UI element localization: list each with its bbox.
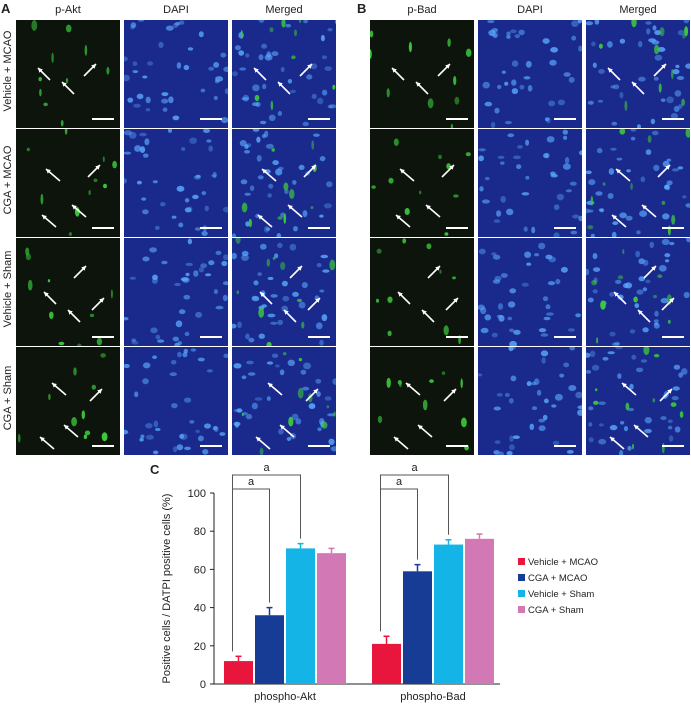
category-label: phospho-Bad xyxy=(400,691,465,703)
micrograph-tile xyxy=(370,129,474,237)
y-tick-label: 60 xyxy=(194,564,206,576)
micrograph-tile xyxy=(124,129,228,237)
y-tick-label: 40 xyxy=(194,603,206,615)
category-label: phospho-Akt xyxy=(254,691,316,703)
legend-swatch xyxy=(518,558,525,565)
panel-b-col-pbad: p-Bad xyxy=(407,4,437,16)
micrograph-tile xyxy=(478,129,582,237)
significance-label: a xyxy=(396,476,403,488)
scale-bar xyxy=(446,336,468,338)
scale-bar xyxy=(200,336,222,338)
panel-b-letter: B xyxy=(357,1,367,16)
micrograph-tile xyxy=(232,20,336,128)
scale-bar xyxy=(92,118,114,120)
scale-bar xyxy=(200,227,222,229)
bar xyxy=(286,548,315,684)
significance-label: a xyxy=(411,462,418,474)
panel-a-col-dapi: DAPI xyxy=(163,4,189,16)
scale-bar xyxy=(662,227,684,229)
micrograph-tile xyxy=(478,347,582,455)
y-tick-label: 0 xyxy=(200,679,206,691)
scale-bar xyxy=(662,336,684,338)
scale-bar xyxy=(92,445,114,447)
micrograph-tile xyxy=(586,20,690,128)
panel-a-col-pakt: p-Akt xyxy=(55,4,81,16)
panel-b-col-dapi: DAPI xyxy=(517,4,543,16)
scale-bar xyxy=(308,336,330,338)
scale-bar xyxy=(446,445,468,447)
scale-bar xyxy=(92,336,114,338)
y-tick-label: 80 xyxy=(194,526,206,538)
panel-c-letter: C xyxy=(150,462,160,477)
scale-bar xyxy=(662,118,684,120)
micrograph-tile xyxy=(478,238,582,346)
micrograph-tile xyxy=(16,20,120,128)
y-tick-label: 20 xyxy=(194,641,206,653)
micrograph-tile xyxy=(232,129,336,237)
micrograph-tile xyxy=(586,347,690,455)
bar xyxy=(403,571,432,684)
micrograph-tile xyxy=(232,238,336,346)
micrograph-tile xyxy=(124,347,228,455)
micrograph-tile xyxy=(370,20,474,128)
micrograph-tile xyxy=(124,238,228,346)
micrograph-tile xyxy=(478,20,582,128)
legend-swatch xyxy=(518,606,525,613)
significance-bracket xyxy=(380,474,449,632)
legend-label: CGA + MCAO xyxy=(528,573,587,584)
micrograph-tile xyxy=(16,129,120,237)
panel-a-letter: A xyxy=(1,1,11,16)
scale-bar xyxy=(554,227,576,229)
scale-bar xyxy=(554,336,576,338)
micrograph-tile xyxy=(124,20,228,128)
scale-bar xyxy=(554,445,576,447)
scale-bar xyxy=(446,227,468,229)
legend-swatch xyxy=(518,590,525,597)
scale-bar xyxy=(92,227,114,229)
y-axis-label: Positive cells / DATPI positive cells (%… xyxy=(161,494,173,684)
scale-bar xyxy=(200,445,222,447)
micrograph-tile xyxy=(370,347,474,455)
bar xyxy=(317,553,346,684)
scale-bar xyxy=(662,445,684,447)
panel-a-col-merged: Merged xyxy=(265,4,303,16)
bar xyxy=(255,615,284,684)
micrograph-tile xyxy=(16,238,120,346)
significance-label: a xyxy=(263,462,270,474)
legend-swatch xyxy=(518,574,525,581)
micrograph-tile xyxy=(232,347,336,455)
scale-bar xyxy=(200,118,222,120)
bar xyxy=(372,643,401,684)
panel-b-col-merged: Merged xyxy=(619,4,657,16)
micrograph-tile xyxy=(586,238,690,346)
micrograph-tile xyxy=(370,238,474,346)
scale-bar xyxy=(446,118,468,120)
legend-label: Vehicle + MCAO xyxy=(528,557,598,568)
significance-label: a xyxy=(248,476,255,488)
legend-label: Vehicle + Sham xyxy=(528,589,594,600)
scale-bar xyxy=(308,445,330,447)
scale-bar xyxy=(308,227,330,229)
bar xyxy=(434,544,463,684)
significance-bracket xyxy=(232,474,301,652)
scale-bar xyxy=(308,118,330,120)
micrograph-tile xyxy=(16,347,120,455)
scale-bar xyxy=(554,118,576,120)
bar xyxy=(224,661,253,684)
legend-label: CGA + Sham xyxy=(528,605,584,616)
bar xyxy=(465,538,494,684)
micrograph-tile xyxy=(586,129,690,237)
y-tick-label: 100 xyxy=(188,488,206,500)
